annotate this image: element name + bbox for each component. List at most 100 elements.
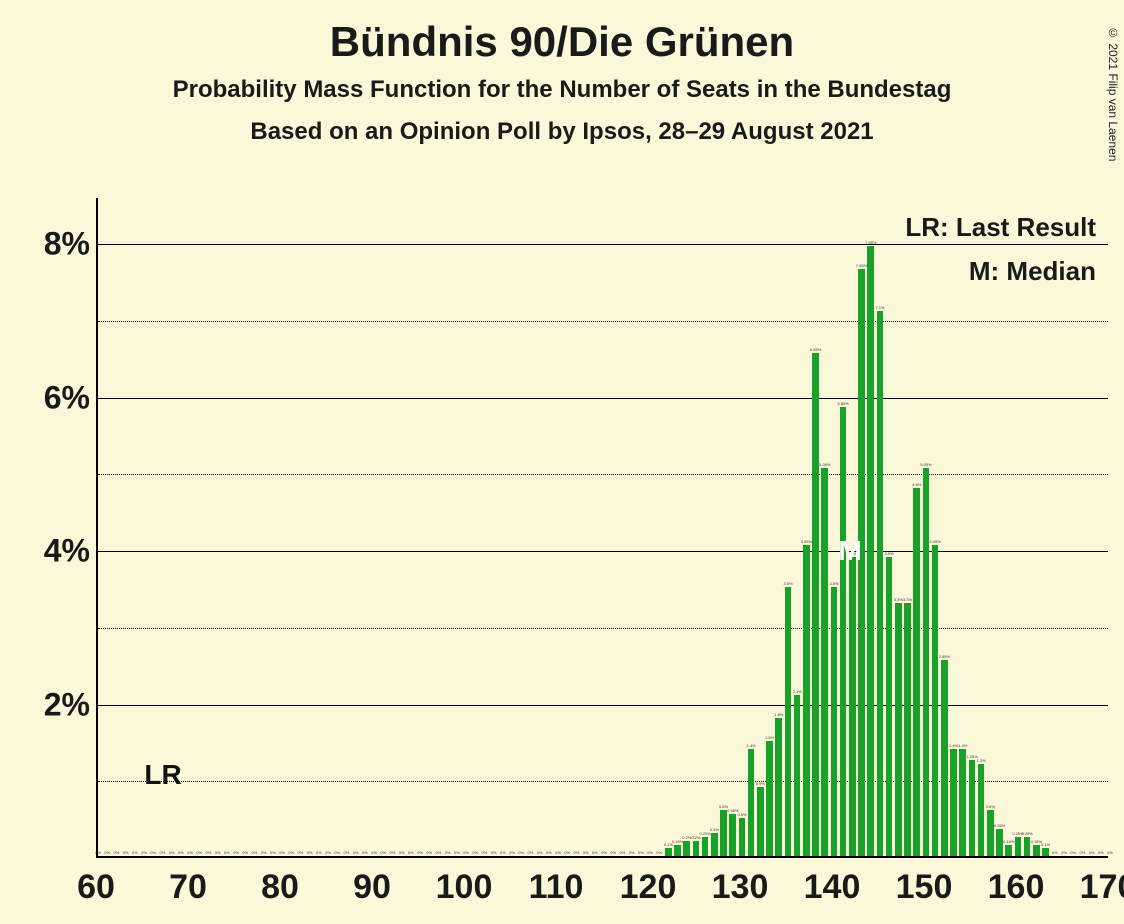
x-axis-tick-label: 120 bbox=[620, 868, 677, 907]
chart-title: Bündnis 90/Die Grünen bbox=[0, 18, 1124, 66]
bar-value-label: 6.55% bbox=[810, 347, 821, 352]
bar bbox=[877, 311, 884, 856]
bar bbox=[720, 810, 727, 856]
copyright-text: © 2021 Filip van Laenen bbox=[1106, 26, 1120, 161]
bar-value-label: 0% bbox=[564, 850, 570, 855]
bar-value-label: 0% bbox=[482, 850, 488, 855]
bar bbox=[748, 749, 755, 856]
y-axis-tick-label: 8% bbox=[10, 226, 90, 263]
legend-median: M: Median bbox=[969, 256, 1096, 287]
plot-area: LR: Last Result M: Median 0%0%0%0%0%0%0%… bbox=[96, 198, 1108, 858]
bar-value-label: 7.95% bbox=[865, 240, 876, 245]
bar-value-label: 0% bbox=[298, 850, 304, 855]
bar-value-label: 1.4% bbox=[747, 743, 756, 748]
bar-value-label: 0% bbox=[316, 850, 322, 855]
bar-value-label: 0% bbox=[638, 850, 644, 855]
bar bbox=[1042, 848, 1049, 856]
bar-value-label: 0% bbox=[270, 850, 276, 855]
bar bbox=[886, 557, 893, 856]
bar-value-label: 0% bbox=[629, 850, 635, 855]
bar-value-label: 0% bbox=[288, 850, 294, 855]
gridline-minor bbox=[98, 474, 1108, 475]
bar bbox=[831, 587, 838, 856]
bar-value-label: 0% bbox=[1089, 850, 1095, 855]
bar-value-label: 3.3% bbox=[894, 597, 903, 602]
bar-value-label: 0% bbox=[528, 850, 534, 855]
bar-value-label: 0.3% bbox=[710, 827, 719, 832]
bar-value-label: 0% bbox=[1080, 850, 1086, 855]
bar bbox=[932, 545, 939, 856]
bar bbox=[923, 468, 930, 856]
bar bbox=[711, 833, 718, 856]
bar bbox=[950, 749, 957, 856]
bar-value-label: 0% bbox=[436, 850, 442, 855]
bar bbox=[729, 814, 736, 856]
bar-value-label: 0% bbox=[472, 850, 478, 855]
bar-value-label: 0% bbox=[187, 850, 193, 855]
bar-value-label: 1.4% bbox=[958, 743, 967, 748]
bar bbox=[895, 603, 902, 856]
bar-value-label: 0% bbox=[178, 850, 184, 855]
bar bbox=[978, 764, 985, 856]
bar-value-label: 0% bbox=[1070, 850, 1076, 855]
bar bbox=[674, 845, 681, 857]
bar-value-label: 4.05% bbox=[801, 539, 812, 544]
bar-value-label: 0% bbox=[546, 850, 552, 855]
bar-value-label: 0% bbox=[408, 850, 414, 855]
bar-value-label: 1.5% bbox=[765, 735, 774, 740]
bar-value-label: 0% bbox=[426, 850, 432, 855]
bar-value-label: 3.5% bbox=[829, 581, 838, 586]
bar-value-label: 0.15% bbox=[1003, 839, 1014, 844]
bar bbox=[849, 557, 856, 856]
bar bbox=[840, 407, 847, 856]
bar bbox=[996, 829, 1003, 856]
y-axis-tick-label: 6% bbox=[10, 379, 90, 416]
bar-value-label: 2.55% bbox=[939, 654, 950, 659]
bar-value-label: 0% bbox=[233, 850, 239, 855]
x-axis-tick-label: 110 bbox=[529, 868, 584, 907]
chart-subtitle-2: Based on an Opinion Poll by Ipsos, 28–29… bbox=[0, 118, 1124, 146]
bar-value-label: 0% bbox=[261, 850, 267, 855]
bar-value-label: 0% bbox=[390, 850, 396, 855]
bar-value-label: 0% bbox=[537, 850, 543, 855]
bar bbox=[803, 545, 810, 856]
bar-value-label: 5.05% bbox=[819, 462, 830, 467]
bar-value-label: 0% bbox=[1098, 850, 1104, 855]
gridline-minor bbox=[98, 628, 1108, 629]
bar bbox=[683, 841, 690, 856]
bar-value-label: 4.8% bbox=[912, 482, 921, 487]
bar-value-label: 0% bbox=[610, 850, 616, 855]
x-axis-tick-label: 140 bbox=[804, 868, 861, 907]
bar-value-label: 0% bbox=[252, 850, 258, 855]
bar-value-label: 0% bbox=[509, 850, 515, 855]
gridline-major bbox=[98, 398, 1108, 399]
gridline-major bbox=[98, 551, 1108, 552]
bar-value-label: 0% bbox=[150, 850, 156, 855]
bar-value-label: 0% bbox=[1107, 850, 1113, 855]
bar bbox=[766, 741, 773, 856]
legend-last-result: LR: Last Result bbox=[905, 212, 1096, 243]
bar-value-label: 0% bbox=[353, 850, 359, 855]
bar-value-label: 1.8% bbox=[774, 712, 783, 717]
annotation-median: M bbox=[838, 535, 861, 567]
bar-value-label: 0% bbox=[592, 850, 598, 855]
gridline-major bbox=[98, 244, 1108, 245]
bar-value-label: 0% bbox=[417, 850, 423, 855]
bar bbox=[987, 810, 994, 856]
bar-value-label: 0% bbox=[518, 850, 524, 855]
bar bbox=[821, 468, 828, 856]
bar-value-label: 0% bbox=[206, 850, 212, 855]
bar-value-label: 0% bbox=[583, 850, 589, 855]
bar-value-label: 5.85% bbox=[838, 401, 849, 406]
bar-value-label: 0.6% bbox=[986, 804, 995, 809]
bar-value-label: 0% bbox=[114, 850, 120, 855]
bar-value-label: 3.5% bbox=[783, 581, 792, 586]
bar bbox=[739, 818, 746, 856]
bar bbox=[1033, 845, 1040, 857]
y-axis-tick-label: 4% bbox=[10, 533, 90, 570]
bar-value-label: 0% bbox=[95, 850, 101, 855]
bar bbox=[693, 841, 700, 856]
bar-value-label: 0% bbox=[1061, 850, 1067, 855]
bar bbox=[1024, 837, 1031, 856]
bar bbox=[794, 695, 801, 856]
